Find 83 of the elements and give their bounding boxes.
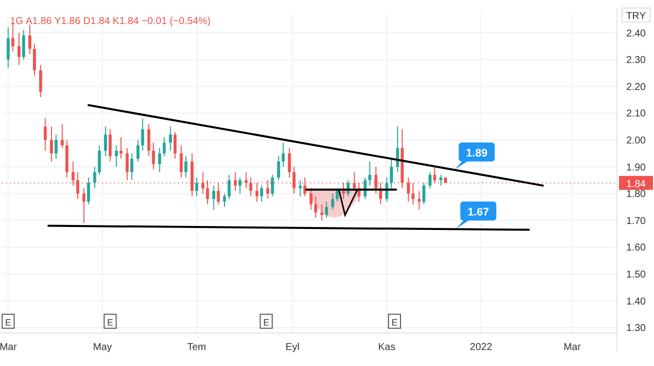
- candlestick: [368, 160, 372, 186]
- candlestick: [28, 24, 32, 55]
- candlestick: [288, 148, 291, 178]
- ref-line-label: 1.84: [626, 178, 646, 190]
- annotation: 1.67: [468, 206, 490, 218]
- candlestick: [168, 126, 172, 152]
- candlestick: [98, 144, 101, 176]
- candlestick: [104, 126, 108, 157]
- y-tick-label: 2.00: [626, 135, 646, 146]
- candlestick: [50, 126, 53, 162]
- candlestick: [108, 128, 112, 162]
- candlestick: [331, 193, 334, 210]
- candlestick: [174, 131, 177, 160]
- x-tick-label: May: [92, 342, 112, 353]
- candlestick: [158, 148, 162, 173]
- candlestick: [396, 126, 400, 173]
- candlestick: [223, 193, 226, 208]
- candlestick: [147, 123, 150, 157]
- candlestick: [82, 188, 86, 224]
- candlestick: [238, 177, 242, 194]
- candlestick: [314, 196, 318, 218]
- candlestick: [136, 139, 140, 162]
- candlestick: [141, 118, 144, 152]
- annotation: E: [391, 317, 398, 328]
- candlestick: [114, 144, 118, 168]
- candlestick: [390, 158, 393, 189]
- candlestick: [60, 123, 64, 149]
- candlestick: [439, 174, 442, 186]
- y-tick-label: 1.30: [626, 323, 646, 334]
- candlestick: [428, 172, 432, 189]
- y-tick-label: 2.30: [626, 55, 646, 66]
- candlestick: [277, 156, 280, 181]
- candlestick: [17, 32, 20, 66]
- candlestick: [119, 136, 122, 160]
- candlestick: [270, 174, 274, 197]
- candlestick: [44, 118, 47, 152]
- y-tick-label: 1.40: [626, 296, 646, 308]
- candlestick: [324, 201, 328, 218]
- candlestick: [32, 42, 36, 76]
- x-tick-label: Mar: [564, 342, 582, 353]
- candlestick: [320, 204, 324, 221]
- candlestick: [418, 190, 421, 210]
- candlestick: [260, 185, 264, 202]
- y-tick-label: 1.90: [626, 162, 646, 174]
- x-tick-label: Tem: [187, 342, 206, 353]
- x-tick-label: Eyl: [286, 342, 300, 353]
- candlestick: [22, 30, 26, 60]
- candlestick: [310, 188, 313, 210]
- y-axis-title: TRY: [626, 11, 646, 22]
- candlestick: [162, 136, 166, 157]
- candlestick: [352, 172, 356, 192]
- candlestick: [93, 166, 96, 189]
- candlestick: [152, 142, 155, 170]
- candlestick: [195, 177, 198, 197]
- candlestick: [422, 182, 426, 205]
- candlestick: [87, 177, 90, 205]
- y-tick-label: 2.20: [626, 82, 646, 93]
- candlestick: [130, 152, 134, 181]
- candlestick: [298, 180, 302, 197]
- y-tick-label: 1.50: [626, 270, 646, 281]
- chart-subtitle: 1G A1.86 Y1.86 D1.84 K1.84 −0.01 (−0.54%): [10, 16, 211, 27]
- candlestick: [54, 134, 58, 160]
- y-tick-label: 2.10: [626, 108, 646, 120]
- y-tick-label: 1.80: [626, 189, 646, 200]
- annotation: E: [107, 317, 114, 328]
- candlestick: [212, 185, 216, 210]
- x-tick-label: 2022: [470, 342, 493, 353]
- y-tick-label: 2.40: [626, 28, 646, 40]
- candlestick: [126, 148, 129, 181]
- annotation: 1.89: [466, 147, 488, 160]
- candlestick: [39, 64, 42, 98]
- candlestick: [180, 144, 183, 178]
- candlestick: [336, 188, 339, 202]
- annotation: E: [5, 317, 12, 328]
- y-tick-label: 1.60: [626, 242, 646, 254]
- annotation: E: [263, 317, 270, 328]
- candlestick: [184, 156, 188, 178]
- x-tick-label: Mar: [0, 342, 18, 353]
- x-tick-label: Kas: [378, 342, 396, 353]
- candlestick: [6, 26, 10, 68]
- y-tick-label: 1.70: [626, 216, 646, 227]
- candlestick: [228, 174, 231, 200]
- candlestick: [282, 142, 285, 168]
